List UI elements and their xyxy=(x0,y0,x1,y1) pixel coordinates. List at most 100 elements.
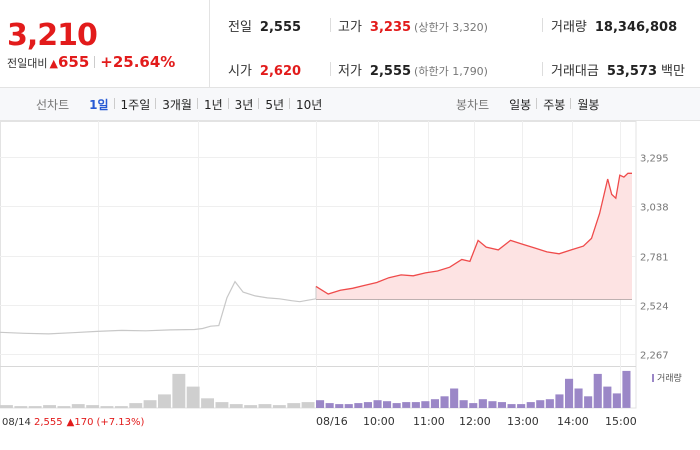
volume-label: 거래량 xyxy=(551,20,587,35)
volume-bar-0816 xyxy=(526,402,535,408)
volume-bar-0816 xyxy=(459,400,468,408)
volume-bar-0816 xyxy=(545,399,554,408)
prev-day-change: 170 xyxy=(74,417,93,428)
volume-bar-0816 xyxy=(421,401,430,408)
period-tab-1y[interactable]: 1년 xyxy=(196,96,229,113)
volume-legend: 거래량 xyxy=(657,372,682,384)
y-tick-label: 2,267 xyxy=(640,351,669,362)
candle-tab-daily[interactable]: 일봉 xyxy=(509,98,532,112)
volume-bar-0816 xyxy=(430,399,439,408)
x-tick-label: 12:00 xyxy=(459,415,491,428)
series-line-0816 xyxy=(315,172,632,295)
change-amount: 655 xyxy=(57,53,90,71)
volume-bar-0814 xyxy=(272,405,286,408)
volume-bar-0816 xyxy=(363,402,372,408)
prev-close-stat: 전일 2,555 xyxy=(228,16,301,35)
volume-bar-0814 xyxy=(0,405,13,408)
candle-chart-periods: 봉차트 일봉 주봉 월봉 xyxy=(456,88,605,121)
change-rate: +25.64% xyxy=(100,53,176,71)
volume-bar-0816 xyxy=(574,388,583,408)
low-label: 저가 xyxy=(338,64,362,79)
series-line-0814 xyxy=(0,280,317,335)
x-tick-label: 13:00 xyxy=(507,415,539,428)
volume-bars xyxy=(0,370,631,409)
x-tick-label: 15:00 xyxy=(605,415,637,428)
volume-bar-0814 xyxy=(158,394,171,408)
volume-bar-0814 xyxy=(71,404,85,408)
volume-bar-0816 xyxy=(536,400,545,408)
candle-tab-weekly[interactable]: 주봉 xyxy=(536,96,571,113)
low-stat: 저가 2,555 (하한가 1,790) xyxy=(338,60,488,79)
volume-bar-0816 xyxy=(478,399,487,408)
price-chart-svg: 3,295 3,038 2,781 2,524 2,267 08/16 10:00 11:0… xyxy=(0,121,682,428)
divider xyxy=(330,18,331,32)
volume-bar-0816 xyxy=(622,370,631,408)
chart-fills xyxy=(316,173,632,300)
amount-unit: 백만 xyxy=(661,64,685,79)
change-label: 전일대비 xyxy=(7,57,48,70)
prev-day-triangle: ▲ xyxy=(67,417,75,428)
prev-close-label: 전일 xyxy=(228,20,252,35)
chart-toolbar: 선차트 1일 1주일 3개월 1년 3년 5년 10년 봉차트 일봉 주봉 월봉 xyxy=(0,88,700,121)
price-box: 3,210 전일대비 ▲655 +25.64% xyxy=(0,0,210,88)
volume-bar-0816 xyxy=(316,400,325,408)
period-tab-3y[interactable]: 3년 xyxy=(227,96,260,113)
amount-stat: 거래대금 53,573 백만 xyxy=(551,60,685,79)
volume-value: 18,346,808 xyxy=(594,20,678,35)
volume-bar-0816 xyxy=(497,402,506,408)
x-tick-label: 10:00 xyxy=(363,415,395,428)
x-axis-labels: 08/16 10:00 11:00 12:00 13:00 14:00 15:00 xyxy=(316,415,637,428)
volume-bar-0816 xyxy=(335,404,344,408)
volume-bar-0816 xyxy=(402,402,411,408)
period-tab-10y[interactable]: 10년 xyxy=(289,96,328,113)
volume-bar-0814 xyxy=(201,398,214,409)
open-stat: 시가 2,620 xyxy=(228,60,301,79)
x-tick-label: 14:00 xyxy=(557,415,589,428)
period-tab-5y[interactable]: 5년 xyxy=(258,96,290,113)
prev-day-price: 2,555 xyxy=(34,417,63,428)
volume-bar-0816 xyxy=(593,373,602,408)
y-tick-label: 3,038 xyxy=(640,203,669,214)
candle-tab-monthly[interactable]: 월봉 xyxy=(570,96,605,113)
volume-bar-0816 xyxy=(517,404,526,408)
volume-bar-0814 xyxy=(172,373,186,408)
divider xyxy=(542,62,543,76)
volume-bar-0814 xyxy=(215,402,229,408)
low-value: 2,555 xyxy=(369,64,412,79)
upper-limit: (상한가 3,320) xyxy=(414,21,488,34)
today-area-fill xyxy=(316,173,632,300)
y-tick-label: 3,295 xyxy=(640,154,669,165)
period-tab-1d[interactable]: 1일 xyxy=(89,98,109,112)
volume-bar-0814 xyxy=(57,406,71,409)
prev-day-date: 08/14 xyxy=(2,417,31,428)
period-tab-3m[interactable]: 3개월 xyxy=(155,96,198,113)
prev-day-summary: 2,555 ▲170 (+7.13%) xyxy=(34,417,144,428)
open-value: 2,620 xyxy=(259,64,302,79)
volume-bar-0814 xyxy=(43,405,56,408)
line-chart-periods: 선차트 1일 1주일 3개월 1년 3년 5년 10년 xyxy=(36,88,328,121)
volume-bar-0816 xyxy=(440,396,449,408)
volume-bar-0816 xyxy=(392,403,401,408)
volume-bar-0816 xyxy=(603,386,612,409)
period-tab-1w[interactable]: 1주일 xyxy=(113,96,157,113)
volume-bar-0814 xyxy=(258,404,272,408)
divider xyxy=(94,56,96,68)
volume-bar-0814 xyxy=(14,406,28,409)
y-tick-label: 2,781 xyxy=(640,253,669,264)
volume-bar-0814 xyxy=(186,386,200,409)
volume-bar-0814 xyxy=(301,402,315,408)
volume-bar-0814 xyxy=(244,405,258,408)
x-tick-label: 08/16 xyxy=(316,415,348,428)
high-value: 3,235 xyxy=(369,20,412,35)
volume-bar-0816 xyxy=(488,401,497,408)
price-summary: 3,210 전일대비 ▲655 +25.64% 전일 2,555 시가 2,620 고가… xyxy=(0,0,700,88)
divider xyxy=(542,18,543,32)
volume-legend-swatch xyxy=(652,374,654,382)
volume-bar-0814 xyxy=(86,405,100,408)
volume-bar-0814 xyxy=(28,406,42,409)
volume-bar-0814 xyxy=(129,403,143,408)
volume-bar-0816 xyxy=(584,396,593,408)
chart-lines xyxy=(0,172,632,335)
volume-bar-0816 xyxy=(373,400,382,408)
volume-bar-0814 xyxy=(229,404,243,408)
